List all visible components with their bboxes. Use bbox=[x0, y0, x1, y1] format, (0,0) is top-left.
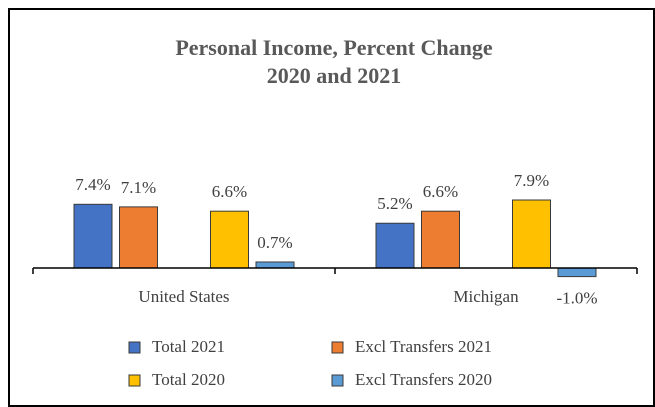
bar bbox=[255, 261, 295, 269]
legend-label: Excl Transfers 2020 bbox=[355, 370, 492, 389]
legend-swatch bbox=[128, 341, 141, 354]
data-label: 7.9% bbox=[514, 171, 549, 190]
chart-title: Personal Income, Percent Change bbox=[175, 35, 493, 60]
bar bbox=[512, 199, 551, 269]
x-tick-label: United States bbox=[138, 287, 229, 306]
data-label: 6.6% bbox=[423, 182, 458, 201]
legend-swatch bbox=[331, 374, 344, 387]
x-tick-label: Michigan bbox=[453, 287, 519, 306]
data-label: 5.2% bbox=[377, 194, 412, 213]
data-label: -1.0% bbox=[556, 289, 597, 308]
data-label: 7.4% bbox=[75, 175, 110, 194]
data-label: 6.6% bbox=[212, 182, 247, 201]
data-label: 0.7% bbox=[257, 233, 292, 252]
bar bbox=[119, 206, 158, 269]
legend-label: Excl Transfers 2021 bbox=[355, 337, 492, 356]
bar bbox=[421, 210, 460, 269]
legend-swatch bbox=[331, 341, 344, 354]
data-label: 7.1% bbox=[121, 178, 156, 197]
bar bbox=[73, 203, 113, 269]
legend-label: Total 2021 bbox=[152, 337, 225, 356]
bar bbox=[210, 210, 249, 269]
bar bbox=[557, 267, 597, 278]
chart-title: 2020 and 2021 bbox=[267, 63, 401, 88]
legend-label: Total 2020 bbox=[152, 370, 225, 389]
legend-swatch bbox=[128, 374, 141, 387]
bar bbox=[375, 222, 415, 269]
